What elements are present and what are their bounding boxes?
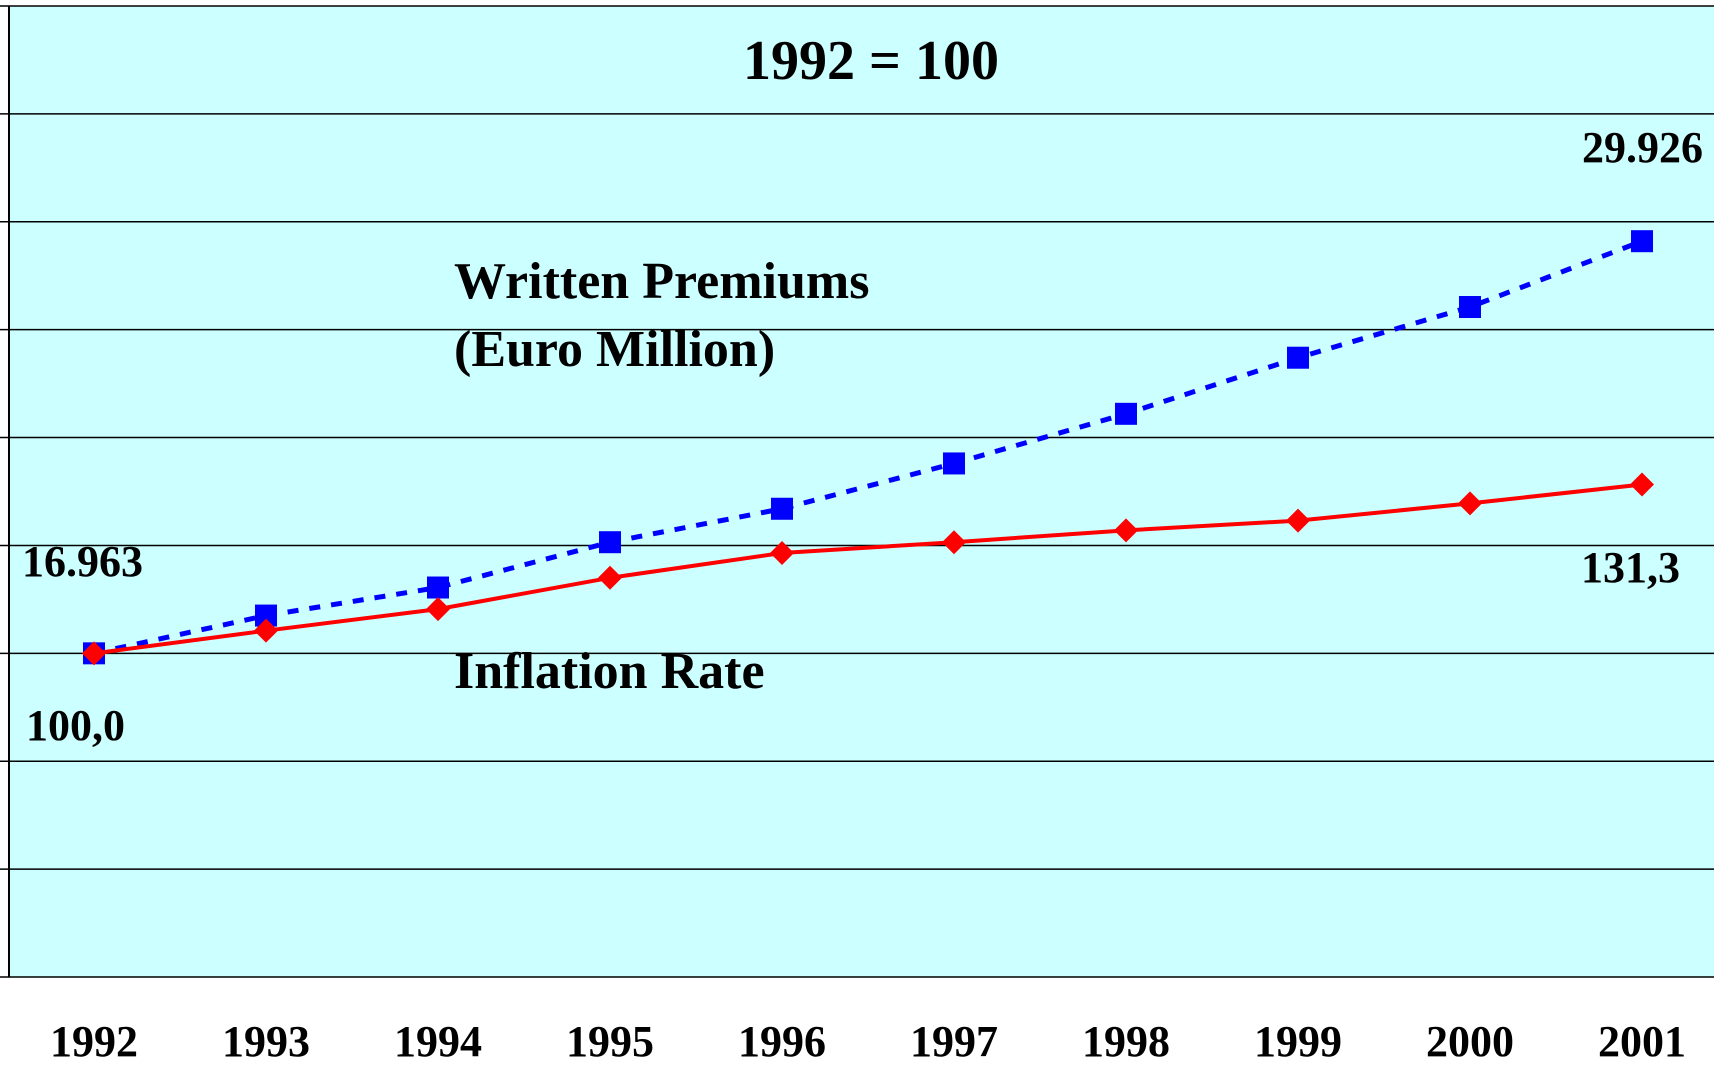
series-label: Inflation Rate [454,643,765,700]
x-tick-label: 1995 [566,1017,654,1066]
annotation: 131,3 [1581,543,1680,592]
marker [1115,402,1137,425]
marker [599,531,621,554]
plot-area [9,6,1714,977]
marker [1631,230,1653,253]
marker [254,618,278,643]
marker [426,597,450,622]
marker [1458,491,1482,516]
chart-title: 1992 = 100 [743,30,999,92]
marker [1459,296,1481,319]
series-line [93,238,1643,656]
annotation: 29.926 [1582,123,1703,172]
x-tick-label: 1994 [394,1017,482,1066]
marker [942,530,966,555]
x-tick-label: 1993 [222,1017,310,1066]
marker [771,497,793,520]
x-tick-label: 1996 [738,1017,826,1066]
x-tick-label: 1999 [1254,1017,1342,1066]
series-line [93,482,1643,656]
marker [82,641,106,666]
marker [598,565,622,590]
marker [427,576,449,599]
marker [770,540,794,565]
annotation: (Euro Million) [454,321,775,378]
x-tick-label: 2001 [1598,1017,1686,1066]
x-tick-label: 1997 [910,1017,998,1066]
marker [1286,508,1310,533]
marker [255,604,277,627]
annotation: 100,0 [26,701,125,750]
x-tick-label: 2000 [1426,1017,1514,1066]
annotation: 16.963 [22,537,143,586]
series-label: Written Premiums [454,253,869,310]
x-tick-label: 1998 [1082,1017,1170,1066]
marker [1287,346,1309,369]
marker [1114,518,1138,543]
marker [943,452,965,475]
marker [1630,472,1654,497]
x-tick-label: 1992 [50,1017,138,1066]
